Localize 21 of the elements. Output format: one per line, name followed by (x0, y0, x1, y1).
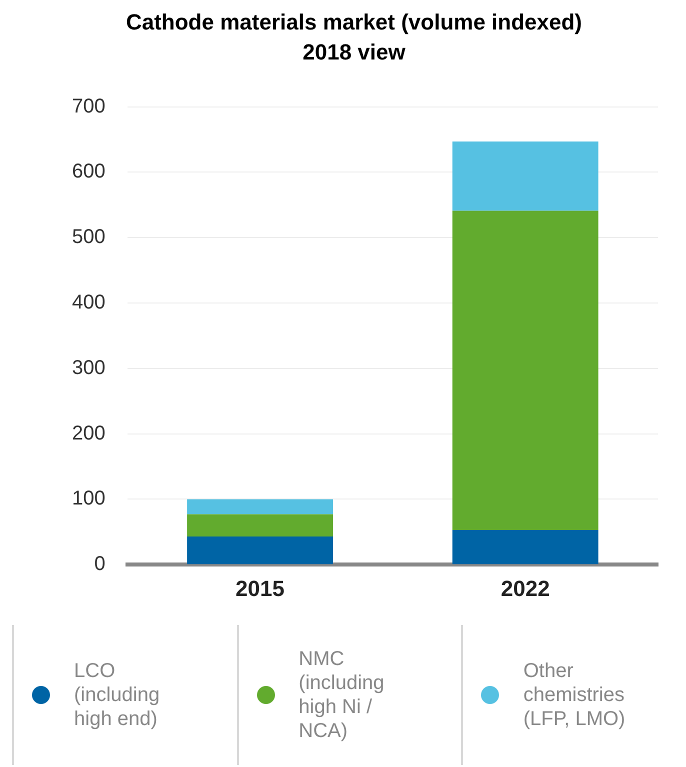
x-tick-label: 2022 (500, 576, 550, 601)
y-tick-label: 700 (72, 95, 106, 118)
bar (452, 141, 598, 211)
x-tick-label: 2015 (236, 576, 285, 601)
bar (187, 536, 333, 564)
y-tick-label: 400 (72, 292, 106, 314)
legend-label: NMC (including high Ni / NCA) (298, 647, 386, 743)
y-tick-label: 200 (72, 422, 106, 444)
bar (187, 514, 333, 536)
y-tick-label: 600 (72, 160, 106, 183)
chart-subtitle: 2018 view (302, 40, 406, 65)
y-tick-label: 500 (72, 226, 106, 248)
y-tick-label: 100 (72, 488, 106, 510)
y-tick-label: 300 (72, 356, 106, 379)
bar (452, 210, 598, 530)
legend-label: LCO (including high end) (74, 659, 161, 731)
y-tick-label: 0 (94, 553, 106, 576)
bar (452, 530, 598, 564)
bar (187, 499, 333, 514)
legend-label: Other chemistries (LFP, LMO) (523, 659, 626, 731)
chart-title: Cathode materials market (volume indexed) (126, 9, 582, 34)
